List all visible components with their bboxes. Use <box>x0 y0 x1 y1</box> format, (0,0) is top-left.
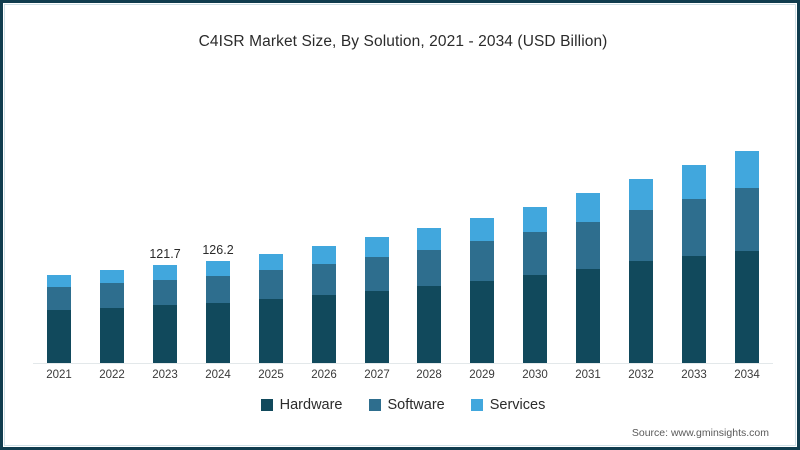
legend-item-hardware[interactable]: Hardware <box>260 397 343 413</box>
bar-segment-hardware-2029[interactable] <box>470 280 494 363</box>
bar-segment-hardware-2028[interactable] <box>417 286 441 363</box>
bar-segment-software-2031[interactable] <box>576 221 600 269</box>
bar-segment-hardware-2022[interactable] <box>100 308 124 363</box>
bar-2026[interactable] <box>312 246 336 363</box>
legend-swatch-software <box>368 399 381 411</box>
bar-segment-software-2026[interactable] <box>312 264 336 296</box>
bar-segment-software-2028[interactable] <box>417 249 441 287</box>
x-tick-2031: 2031 <box>575 369 601 381</box>
bar-segment-services-2027[interactable] <box>365 237 389 258</box>
bar-2024[interactable]: 126.2 <box>202 243 234 363</box>
bar-2034[interactable] <box>735 150 759 363</box>
bar-segment-software-2023[interactable] <box>153 279 177 306</box>
legend-swatch-hardware <box>260 399 273 411</box>
bar-segment-services-2026[interactable] <box>312 246 336 265</box>
bar-segment-services-2034[interactable] <box>735 150 759 189</box>
legend-label-hardware: Hardware <box>279 397 343 413</box>
bar-2023[interactable]: 121.7 <box>149 247 181 363</box>
x-tick-2024: 2024 <box>205 369 231 381</box>
bar-segment-software-2030[interactable] <box>523 232 547 276</box>
bar-segment-software-2034[interactable] <box>735 188 759 251</box>
x-tick-2027: 2027 <box>364 369 390 381</box>
bar-2028[interactable] <box>417 228 441 363</box>
bar-segment-hardware-2025[interactable] <box>259 299 283 363</box>
bar-segment-services-2022[interactable] <box>100 269 124 284</box>
bar-segment-hardware-2033[interactable] <box>682 255 706 363</box>
plot-area: 121.7 126.2 <box>33 73 773 363</box>
bar-2029[interactable] <box>470 218 494 363</box>
bar-segment-software-2032[interactable] <box>629 209 653 262</box>
bar-2031[interactable] <box>576 193 600 363</box>
bar-segment-software-2021[interactable] <box>47 287 71 311</box>
axis-baseline <box>33 363 773 364</box>
chart-title: C4ISR Market Size, By Solution, 2021 - 2… <box>198 33 608 50</box>
legend-swatch-services <box>470 399 483 411</box>
bar-segment-software-2024[interactable] <box>206 276 230 304</box>
bar-2032[interactable] <box>629 178 653 363</box>
chart-legend: Hardware Software Services <box>3 397 800 413</box>
x-axis-tick-labels: 2021 2022 2023 2024 2025 2026 2027 2028 2029 2030… <box>33 367 773 387</box>
bar-segment-software-2022[interactable] <box>100 283 124 309</box>
bar-segment-services-2021[interactable] <box>47 274 71 287</box>
bar-segment-hardware-2023[interactable] <box>153 305 177 363</box>
bar-segment-hardware-2027[interactable] <box>365 290 389 363</box>
bar-segment-hardware-2032[interactable] <box>629 261 653 363</box>
source-note: Source: www.gminsights.com <box>631 427 769 439</box>
bar-segment-software-2029[interactable] <box>470 241 494 281</box>
bar-segment-software-2027[interactable] <box>365 257 389 291</box>
x-tick-2025: 2025 <box>258 369 284 381</box>
legend-item-services[interactable]: Services <box>470 397 546 413</box>
bar-2021[interactable] <box>47 274 71 363</box>
bar-segment-services-2029[interactable] <box>470 218 494 242</box>
bar-segment-services-2032[interactable] <box>629 178 653 210</box>
bar-segment-services-2030[interactable] <box>523 206 547 233</box>
bar-segment-hardware-2031[interactable] <box>576 268 600 363</box>
x-tick-2033: 2033 <box>681 369 707 381</box>
x-tick-2023: 2023 <box>152 369 178 381</box>
bar-segment-hardware-2024[interactable] <box>206 303 230 363</box>
legend-item-software[interactable]: Software <box>368 397 445 413</box>
bar-2025[interactable] <box>259 253 283 363</box>
bar-segment-hardware-2026[interactable] <box>312 295 336 363</box>
bar-segment-software-2033[interactable] <box>682 199 706 256</box>
bar-segment-services-2031[interactable] <box>576 193 600 222</box>
legend-label-software: Software <box>387 397 445 413</box>
x-tick-2032: 2032 <box>628 369 654 381</box>
x-tick-2028: 2028 <box>416 369 442 381</box>
bar-segment-software-2025[interactable] <box>259 270 283 300</box>
bar-segment-services-2028[interactable] <box>417 228 441 250</box>
bar-segment-services-2023[interactable] <box>153 265 177 280</box>
x-tick-2022: 2022 <box>99 369 125 381</box>
bar-segment-hardware-2034[interactable] <box>735 250 759 363</box>
bar-2027[interactable] <box>365 237 389 363</box>
legend-label-services: Services <box>489 397 546 413</box>
x-tick-2030: 2030 <box>522 369 548 381</box>
bar-2033[interactable] <box>682 165 706 363</box>
bar-2022[interactable] <box>100 269 124 363</box>
bar-2030[interactable] <box>523 206 547 363</box>
bar-segment-services-2024[interactable] <box>206 260 230 277</box>
x-tick-2021: 2021 <box>46 369 72 381</box>
bar-segment-hardware-2030[interactable] <box>523 275 547 363</box>
bar-segment-services-2025[interactable] <box>259 253 283 271</box>
x-tick-2029: 2029 <box>469 369 495 381</box>
bar-segment-hardware-2021[interactable] <box>47 310 71 363</box>
x-tick-2034: 2034 <box>734 369 760 381</box>
bar-segment-services-2033[interactable] <box>682 165 706 200</box>
bar-value-label-2023: 121.7 <box>149 247 181 262</box>
bar-value-label-2024: 126.2 <box>202 242 234 257</box>
x-tick-2026: 2026 <box>311 369 337 381</box>
